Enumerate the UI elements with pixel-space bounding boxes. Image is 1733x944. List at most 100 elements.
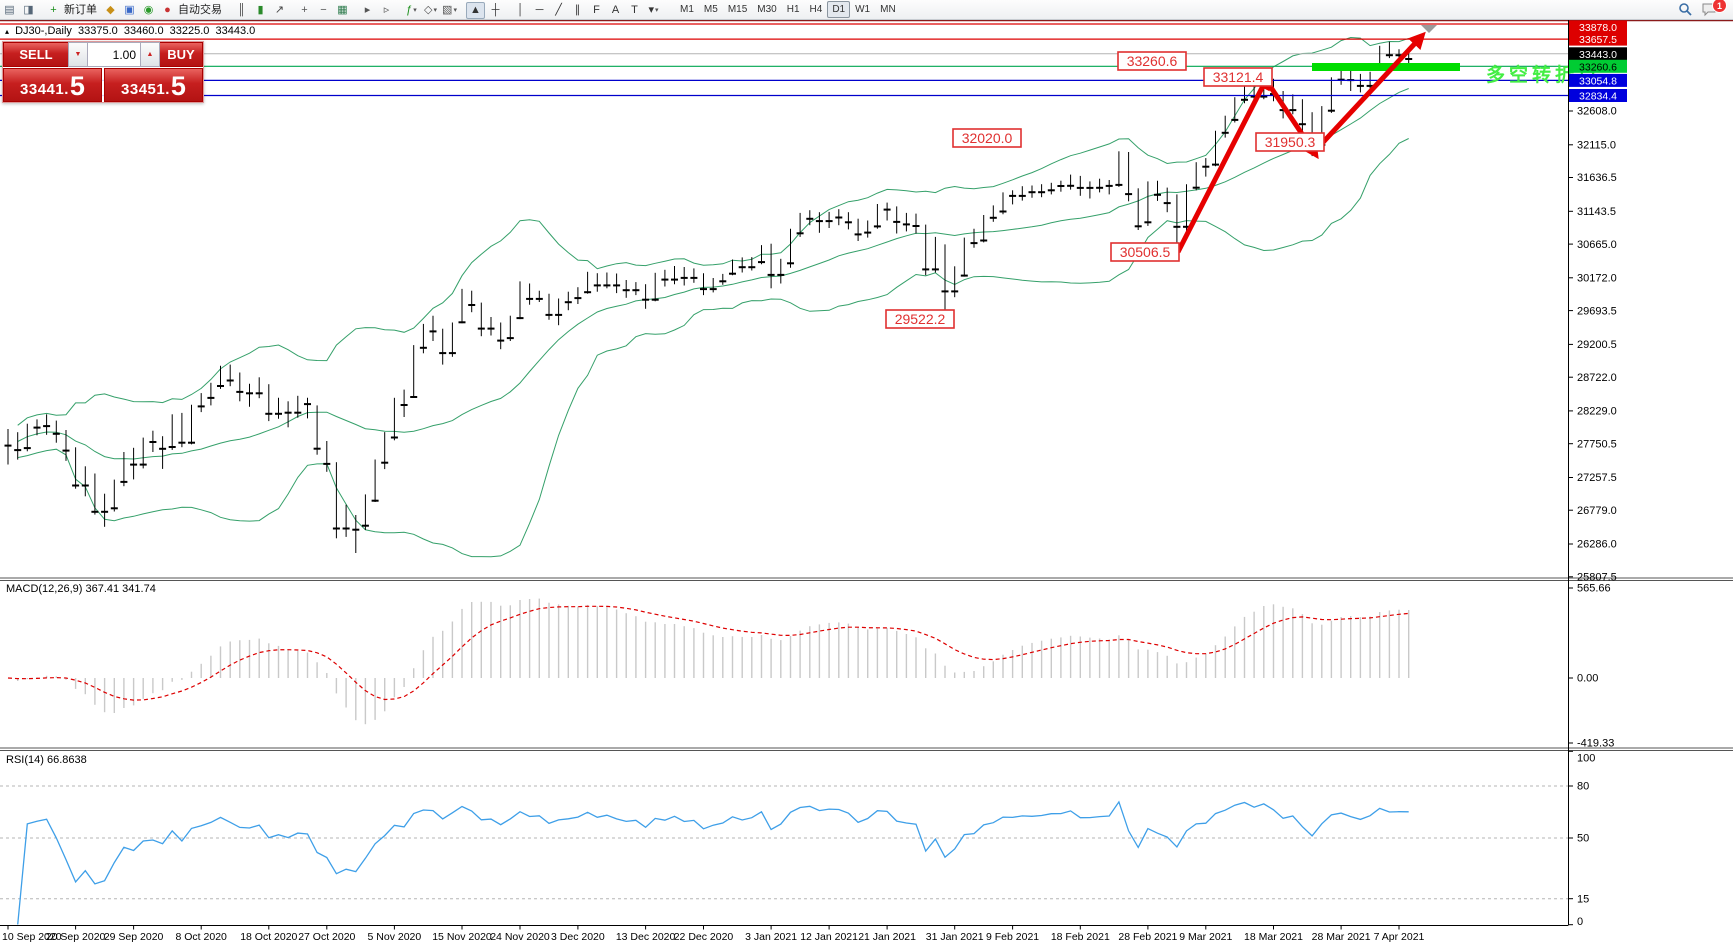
low-value: 33225.0	[169, 25, 210, 37]
svg-text:33054.8: 33054.8	[1579, 75, 1617, 87]
svg-text:22 Dec 2020: 22 Dec 2020	[674, 931, 734, 943]
history-center-icon[interactable]: ◆	[106, 3, 115, 16]
timeframe-M1-button[interactable]: M1	[680, 4, 694, 15]
indicator-axis[interactable]: 565.66 0.00 -419.33 100 80 50 15 0	[1568, 583, 1614, 929]
svg-text:28 Feb 2021: 28 Feb 2021	[1118, 931, 1177, 943]
svg-text:28 Mar 2021: 28 Mar 2021	[1312, 931, 1371, 943]
svg-text:32115.0: 32115.0	[1577, 140, 1616, 152]
svg-text:26286.0: 26286.0	[1577, 539, 1617, 551]
price-label-30506.5: 30506.5	[1110, 242, 1180, 262]
svg-text:3 Dec 2020: 3 Dec 2020	[551, 931, 605, 943]
svg-text:565.66: 565.66	[1577, 583, 1611, 595]
arrows-icon[interactable]: ▾ ▾	[648, 3, 659, 16]
svg-text:30665.0: 30665.0	[1577, 239, 1617, 251]
svg-text:33121.4: 33121.4	[1213, 69, 1264, 85]
rsi-label: RSI(14) 66.8638	[6, 754, 87, 766]
toolbar-icon-group: ▤ ◨ + 新订单 ◆ ▣ ◉ ● 自动交易 ║ ▮ ↗ + − ▦ ▸ ▹ ƒ ▾ ◇ ▾ ▧ ▾ ▲ ┼ │ ─ ╱ ∥ F A T ▾ ▾	[0, 1, 669, 19]
price-label-29522.2: 29522.2	[885, 309, 955, 329]
svg-text:8 Oct 2020: 8 Oct 2020	[176, 931, 228, 943]
timeframe-M30-button[interactable]: M30	[757, 4, 777, 15]
vertical-line-icon[interactable]: │	[517, 3, 524, 16]
price-label-32020.0: 32020.0	[952, 128, 1022, 148]
svg-text:32834.4: 32834.4	[1579, 91, 1617, 103]
svg-text:29522.2: 29522.2	[895, 311, 946, 327]
text-label-icon[interactable]: T	[631, 3, 638, 16]
rsi-indicator	[17, 800, 1409, 925]
trendline-icon[interactable]: ╱	[555, 3, 562, 16]
svg-text:12 Jan 2021: 12 Jan 2021	[800, 931, 858, 943]
auto-scroll-icon[interactable]: ▸	[364, 3, 371, 16]
buy-price[interactable]: 33451. 5	[104, 68, 203, 102]
metaeditor-icon[interactable]: ▣	[124, 3, 135, 16]
svg-text:3 Jan 2021: 3 Jan 2021	[745, 931, 797, 943]
sell-price[interactable]: 33441. 5	[3, 68, 102, 102]
indicators-icon[interactable]: ƒ ▾	[406, 3, 417, 16]
tile-windows-icon[interactable]: ▦	[337, 3, 348, 16]
svg-text:33260.6: 33260.6	[1579, 61, 1617, 73]
new-order-icon[interactable]: +	[50, 3, 57, 16]
timeframe-H4-button[interactable]: H4	[809, 4, 823, 15]
timeframe-M5-button[interactable]: M5	[703, 4, 718, 15]
text-icon[interactable]: A	[611, 3, 620, 16]
fibonacci-icon[interactable]: F	[593, 3, 600, 16]
buy-button[interactable]: BUY	[160, 42, 203, 67]
price-axis[interactable]: 32608.0 32115.0 31636.5 31143.5 30665.0 30172…	[1568, 20, 1627, 584]
buy-price-main: 33451.	[121, 81, 170, 98]
timeframe-H1-button[interactable]: H1	[786, 4, 800, 15]
autotrading-icon[interactable]: ●	[164, 3, 171, 16]
svg-text:31 Jan 2021: 31 Jan 2021	[926, 931, 984, 943]
timeframe-D1-button[interactable]: D1	[827, 1, 851, 18]
horizontal-line-icon[interactable]: ─	[535, 3, 544, 16]
bar-chart-icon[interactable]: ║	[237, 3, 246, 16]
bollinger-bands	[17, 36, 1409, 558]
chart-shift-icon[interactable]: ▹	[383, 3, 390, 16]
svg-text:33878.0: 33878.0	[1579, 22, 1617, 34]
svg-text:100: 100	[1577, 753, 1595, 765]
svg-text:15: 15	[1577, 893, 1589, 905]
timeframe-W1-button[interactable]: W1	[855, 4, 871, 15]
svg-text:50: 50	[1577, 833, 1589, 845]
support-zone-bar	[1312, 63, 1460, 71]
periods-icon[interactable]: ◇ ▾	[424, 3, 437, 16]
notification-badge[interactable]: 1	[1712, 0, 1727, 13]
macd-indicator	[7, 598, 1410, 725]
svg-text:30506.5: 30506.5	[1120, 244, 1171, 260]
volume-input[interactable]	[88, 42, 140, 67]
volume-increase-button[interactable]: ▲	[140, 42, 160, 67]
macd-label: MACD(12,26,9) 367.41 341.74	[6, 583, 156, 595]
new-order-label[interactable]: 新订单	[64, 3, 97, 16]
signals-icon[interactable]: ◉	[143, 3, 154, 16]
new-chart-icon[interactable]: ▤	[4, 3, 15, 16]
timeframe-MN-button[interactable]: MN	[880, 4, 896, 15]
top-toolbar: ▤ ◨ + 新订单 ◆ ▣ ◉ ● 自动交易 ║ ▮ ↗ + − ▦ ▸ ▹ ƒ ▾ ◇ ▾ ▧ ▾ ▲ ┼ │ ─ ╱ ∥ F A T ▾ ▾ …	[0, 0, 1733, 20]
volume-decrease-button[interactable]: ▼	[68, 42, 88, 67]
svg-text:15 Nov 2020: 15 Nov 2020	[432, 931, 492, 943]
line-chart-icon[interactable]: ↗	[274, 3, 285, 16]
svg-text:33443.0: 33443.0	[1579, 49, 1617, 61]
open-value: 33375.0	[78, 25, 118, 37]
zoom-out-icon[interactable]: −	[320, 3, 327, 16]
svg-text:29 Sep 2020: 29 Sep 2020	[104, 931, 164, 943]
svg-text:10 Sep 2020: 10 Sep 2020	[2, 931, 62, 943]
autotrading-label[interactable]: 自动交易	[178, 3, 222, 16]
crosshair-icon[interactable]: ┼	[491, 3, 500, 16]
templates-icon[interactable]: ▧ ▾	[442, 3, 457, 16]
cursor-icon[interactable]: ▲	[466, 1, 485, 19]
svg-text:28229.0: 28229.0	[1577, 406, 1617, 418]
svg-text:33260.6: 33260.6	[1127, 53, 1178, 69]
sell-button[interactable]: SELL	[3, 42, 68, 67]
symbol-period: DJ30-,Daily	[15, 25, 72, 37]
zoom-in-icon[interactable]: +	[301, 3, 308, 16]
svg-text:21 Jan 2021: 21 Jan 2021	[858, 931, 916, 943]
svg-text:27750.5: 27750.5	[1577, 438, 1617, 450]
candlestick-chart-icon[interactable]: ▮	[257, 3, 264, 16]
svg-text:0.00: 0.00	[1577, 673, 1598, 685]
timeframe-M15-button[interactable]: M15	[727, 4, 748, 15]
search-icon[interactable]	[1678, 2, 1693, 17]
profiles-icon[interactable]: ◨	[23, 3, 34, 16]
svg-text:5 Nov 2020: 5 Nov 2020	[368, 931, 422, 943]
equidistant-channel-icon[interactable]: ∥	[574, 3, 581, 16]
top-marker-icon	[1421, 25, 1437, 33]
